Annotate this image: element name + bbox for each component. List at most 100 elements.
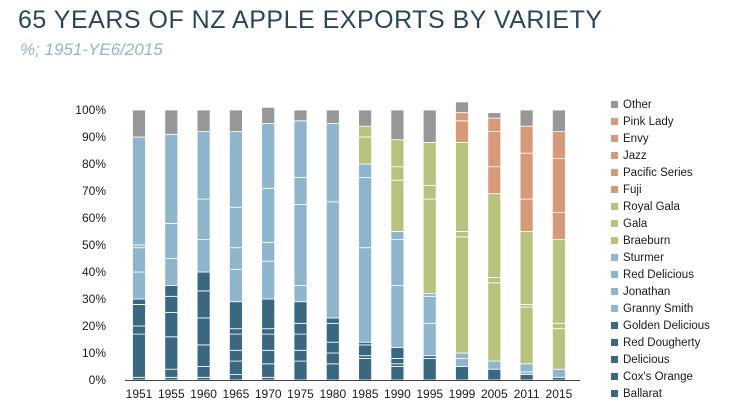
bar-segment xyxy=(455,112,469,122)
legend-label: Red Dougherty xyxy=(623,337,701,349)
bar-segment xyxy=(358,344,373,357)
legend-swatch xyxy=(611,186,618,193)
bar-segment xyxy=(487,282,502,362)
legend-swatch xyxy=(611,254,618,261)
legend-item: Red Delicious xyxy=(611,269,694,281)
bar-segment xyxy=(325,123,340,203)
legend-swatch xyxy=(611,390,618,397)
bar-segment xyxy=(455,352,469,359)
x-tick-label: 1990 xyxy=(384,387,411,401)
bar-segment xyxy=(390,109,405,141)
bar-segment xyxy=(261,106,276,124)
legend-label: Delicious xyxy=(623,354,670,366)
bar-segment xyxy=(261,333,276,351)
bar-segment xyxy=(164,285,179,297)
bar-stack-1990 xyxy=(390,109,405,381)
bar-segment xyxy=(519,303,534,308)
bar-segment xyxy=(132,298,146,305)
bar-segment xyxy=(132,325,146,335)
bar-segment xyxy=(358,177,373,249)
chart-title: 65 YEARS OF NZ APPLE EXPORTS BY VARIETY xyxy=(18,6,603,34)
bar-segment xyxy=(228,131,243,208)
bar-segment xyxy=(487,166,502,195)
bar-segment xyxy=(196,376,211,381)
bar-segment xyxy=(132,303,146,327)
legend-label: Sturmer xyxy=(623,252,664,264)
legend-swatch xyxy=(611,288,618,295)
bar-stack-2011 xyxy=(519,109,534,381)
bar-segment xyxy=(228,333,243,351)
bar-segment xyxy=(228,360,243,376)
bar-segment xyxy=(228,247,243,270)
bar-segment xyxy=(196,290,211,319)
bar-segment xyxy=(487,117,502,132)
bar-segment xyxy=(519,371,534,375)
bar-segment xyxy=(519,363,534,373)
x-tick-label: 2005 xyxy=(481,387,508,401)
bar-segment xyxy=(552,368,566,378)
x-axis: 1951 1955 1960 1965 1970 1975 1980 1985 1990 1995… xyxy=(125,380,580,401)
bar-segment xyxy=(325,352,340,365)
bar-segment xyxy=(552,328,566,370)
bar-segment xyxy=(164,133,179,224)
legend-label: Braeburn xyxy=(623,235,670,247)
bar-segment xyxy=(422,141,437,186)
bar-segment xyxy=(519,125,534,154)
y-axis: 0% 10% 20% 30% 40% 50% 60% 70% 80% 90% 100% xyxy=(75,103,106,387)
bar-segment xyxy=(519,198,534,232)
bar-segment xyxy=(358,125,373,138)
bar-segment xyxy=(358,341,373,346)
bar-segment xyxy=(390,357,405,365)
legend-item: Ballarat xyxy=(611,388,663,400)
legend-item: Pacific Series xyxy=(611,167,693,179)
bar-segment xyxy=(132,109,146,138)
x-tick-label: 1975 xyxy=(287,387,314,401)
legend-label: Cox's Orange xyxy=(623,371,693,383)
bar-segment xyxy=(519,231,534,305)
y-tick-label: 40% xyxy=(82,265,106,279)
bar-segment xyxy=(293,109,308,122)
bar-segment xyxy=(519,109,534,127)
bar-stack-2015 xyxy=(552,109,566,381)
bar-segment xyxy=(164,109,179,135)
x-tick-label: 1980 xyxy=(319,387,346,401)
legend-item: Envy xyxy=(611,133,649,145)
x-tick-label: 1985 xyxy=(352,387,379,401)
bar-segment xyxy=(390,239,405,286)
bar-segment xyxy=(455,101,469,114)
bar-segment xyxy=(358,136,373,165)
legend-label: Gala xyxy=(623,218,648,230)
y-tick-label: 60% xyxy=(82,211,106,225)
legend-swatch xyxy=(611,237,618,244)
legend-label: Other xyxy=(623,99,652,111)
bar-segment xyxy=(422,109,437,143)
bar-stack-1951 xyxy=(132,109,146,381)
legend-item: Cox's Orange xyxy=(611,371,693,383)
bar-segment xyxy=(293,349,308,362)
bar-segment xyxy=(261,328,276,335)
bar-segment xyxy=(455,141,469,232)
legend-item: Granny Smith xyxy=(611,303,693,315)
legend: Other Pink Lady Envy Jazz Pacific Series Fuji… xyxy=(611,99,710,400)
bar-segment xyxy=(228,268,243,303)
legend-swatch xyxy=(611,220,618,227)
bar-segment xyxy=(422,198,437,295)
legend-label: Jazz xyxy=(623,150,647,162)
bar-segment xyxy=(293,204,308,286)
bar-segment xyxy=(261,349,276,365)
legend-label: Jonathan xyxy=(623,286,670,298)
bar-segment xyxy=(164,312,179,338)
legend-swatch xyxy=(611,356,618,363)
bar-segment xyxy=(390,231,405,240)
bar-segment xyxy=(519,374,534,381)
bar-segment xyxy=(261,376,276,381)
y-tick-label: 0% xyxy=(89,373,107,387)
bar-segment xyxy=(261,187,276,243)
bar-stack-1975 xyxy=(293,109,308,381)
x-tick-label: 1999 xyxy=(449,387,476,401)
bar-segment xyxy=(487,360,502,370)
legend-item: Sturmer xyxy=(611,252,664,264)
bar-segment xyxy=(196,366,211,378)
bar-segment xyxy=(228,374,243,381)
bar-segment xyxy=(455,231,469,238)
